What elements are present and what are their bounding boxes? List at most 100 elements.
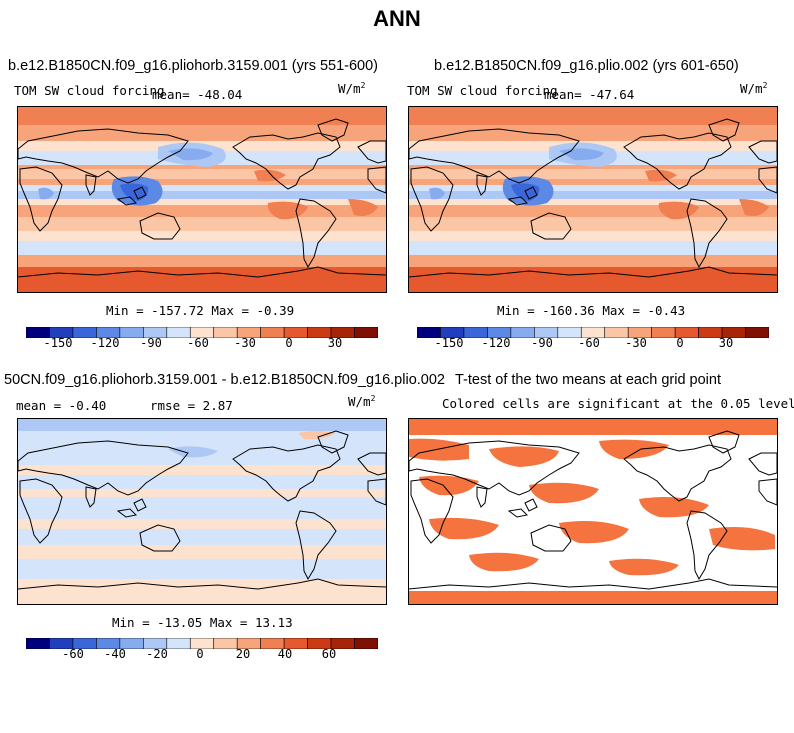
- coastline: [409, 266, 777, 278]
- coastline: [686, 510, 728, 581]
- coastline: [18, 128, 189, 184]
- panel1-tick: 0: [285, 336, 293, 350]
- panel2-colorbar-ticks: -150 -120 -90 -60 -30 0 30: [417, 336, 769, 352]
- panel3-map: [17, 418, 387, 605]
- panel1-colorbar-ticks: -150 -120 -90 -60 -30 0 30: [26, 336, 378, 352]
- field-band: [409, 169, 777, 179]
- panel1-tick: -120: [90, 336, 120, 350]
- field-band: [409, 217, 777, 231]
- field-band: [18, 419, 386, 431]
- coastline: [18, 578, 386, 590]
- field-band: [18, 267, 386, 292]
- field-contour: [38, 187, 54, 200]
- panel2-tick: -120: [481, 336, 511, 350]
- field-band: [18, 217, 386, 231]
- panel1-tick: -30: [234, 336, 256, 350]
- panel3-min-max: Min = -13.05 Max = 13.13: [112, 615, 293, 630]
- coastline: [357, 452, 386, 476]
- coastline: [357, 140, 386, 164]
- coastline: [139, 524, 181, 552]
- panel4-subtitle: Colored cells are significant at the 0.0…: [442, 396, 794, 411]
- panel3-colorbar-ticks: -60 -40 -20 0 20 40 60: [26, 647, 378, 663]
- field-band: [18, 169, 386, 179]
- panel2-tick: 0: [676, 336, 684, 350]
- coastline: [409, 440, 580, 496]
- coastline: [524, 186, 538, 200]
- field-band: [409, 267, 777, 292]
- panel2-field-label: TOM SW cloud forcing: [407, 83, 558, 98]
- coastline: [133, 498, 147, 512]
- field-band: [409, 255, 777, 267]
- coastline: [507, 508, 529, 518]
- coastline: [295, 510, 337, 581]
- panel1-tick: 30: [327, 336, 343, 350]
- panel3-tick: 60: [321, 647, 337, 661]
- significant-region: [409, 419, 777, 435]
- panel2-units: W/m2: [740, 81, 768, 97]
- coastline: [623, 132, 732, 190]
- field-band: [18, 185, 386, 191]
- coastline: [758, 166, 777, 194]
- panel3-tick: 40: [277, 647, 293, 661]
- panel2-tick: -90: [531, 336, 553, 350]
- field-band: [409, 107, 777, 125]
- panel1-min-max: Min = -157.72 Max = -0.39: [106, 303, 295, 318]
- panel2-title: b.e12.B1850CN.f09_g16.plio.002 (yrs 601-…: [434, 58, 739, 74]
- panel3-tick: 0: [196, 647, 204, 661]
- background: [409, 419, 777, 604]
- field-contour: [429, 187, 445, 200]
- panel4-title: T-test of the two means at each grid poi…: [455, 372, 721, 388]
- panel1-mean: mean= -48.04: [152, 87, 243, 102]
- coastline: [410, 478, 454, 544]
- coastline: [748, 452, 777, 476]
- coastline: [686, 198, 728, 269]
- coastline: [18, 440, 189, 496]
- coastline: [133, 186, 147, 200]
- panel1-tick: -90: [140, 336, 162, 350]
- coastline: [85, 486, 97, 508]
- coastline: [507, 196, 529, 206]
- coastline: [232, 132, 341, 190]
- coastline: [367, 478, 386, 506]
- significant-region: [609, 558, 679, 576]
- field-contour: [645, 169, 677, 182]
- field-band: [18, 107, 386, 125]
- coastline: [116, 196, 138, 206]
- coastline: [85, 174, 97, 196]
- coastline: [410, 166, 454, 232]
- panel1-units: W/m2: [338, 81, 366, 97]
- field-band: [18, 199, 386, 205]
- panel3-mean: mean = -0.40: [16, 398, 107, 413]
- coastline: [139, 212, 181, 240]
- panel2-tick: -60: [578, 336, 600, 350]
- figure-title: ANN: [373, 6, 421, 31]
- coastline: [708, 430, 740, 454]
- significant-region: [469, 552, 539, 572]
- significant-region: [489, 446, 559, 467]
- coastline: [530, 212, 572, 240]
- field-band: [18, 465, 386, 475]
- panel4-map: [408, 418, 778, 605]
- panel1-colorbar: [25, 325, 379, 343]
- field-band: [18, 489, 386, 497]
- significant-region: [409, 438, 469, 461]
- panel3-colorbar: [25, 636, 379, 654]
- coastline: [623, 444, 732, 502]
- panel2-tick: 30: [718, 336, 734, 350]
- panel1-tick: -150: [43, 336, 73, 350]
- field-band: [18, 545, 386, 559]
- panel2-tick: -30: [625, 336, 647, 350]
- significant-region: [559, 521, 629, 544]
- field-band: [409, 191, 777, 199]
- field-band: [18, 241, 386, 255]
- coastline: [18, 266, 386, 278]
- field-band: [18, 519, 386, 529]
- panel3-tick: -20: [146, 647, 168, 661]
- coastline: [476, 174, 488, 196]
- field-band: [409, 241, 777, 255]
- panel3-tick: -60: [62, 647, 84, 661]
- coastline: [367, 166, 386, 194]
- field-band: [409, 231, 777, 241]
- panel2-min-max: Min = -160.36 Max = -0.43: [497, 303, 686, 318]
- field-contour: [254, 169, 286, 182]
